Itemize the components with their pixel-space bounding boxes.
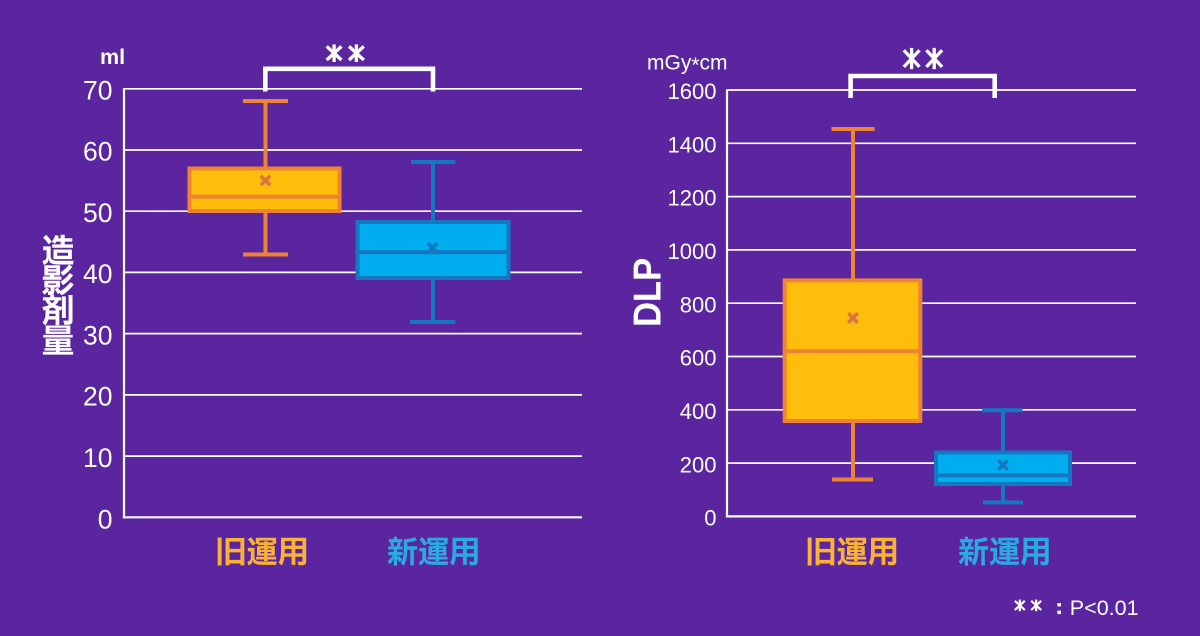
svg-text:ml: ml	[100, 45, 125, 69]
svg-text:1600: 1600	[668, 79, 717, 104]
svg-text:200: 200	[680, 452, 717, 477]
svg-text:60: 60	[83, 137, 112, 167]
svg-text:1400: 1400	[668, 132, 717, 157]
svg-text:mGy*cm: mGy*cm	[647, 52, 728, 78]
svg-text:600: 600	[680, 346, 717, 371]
svg-text:20: 20	[83, 382, 112, 412]
svg-text:10: 10	[83, 443, 112, 473]
svg-text:30: 30	[83, 320, 112, 350]
svg-text:40: 40	[83, 259, 112, 289]
svg-text:1200: 1200	[668, 186, 717, 211]
svg-text:0: 0	[704, 506, 716, 531]
svg-text:800: 800	[680, 292, 717, 317]
svg-text:50: 50	[83, 198, 112, 228]
svg-text:DLP: DLP	[626, 258, 669, 327]
svg-text:70: 70	[83, 76, 112, 106]
svg-text:1000: 1000	[668, 239, 717, 264]
svg-text:0: 0	[98, 505, 113, 535]
svg-text:400: 400	[680, 399, 717, 424]
svg-text:P<0.01: P<0.01	[1070, 596, 1139, 620]
